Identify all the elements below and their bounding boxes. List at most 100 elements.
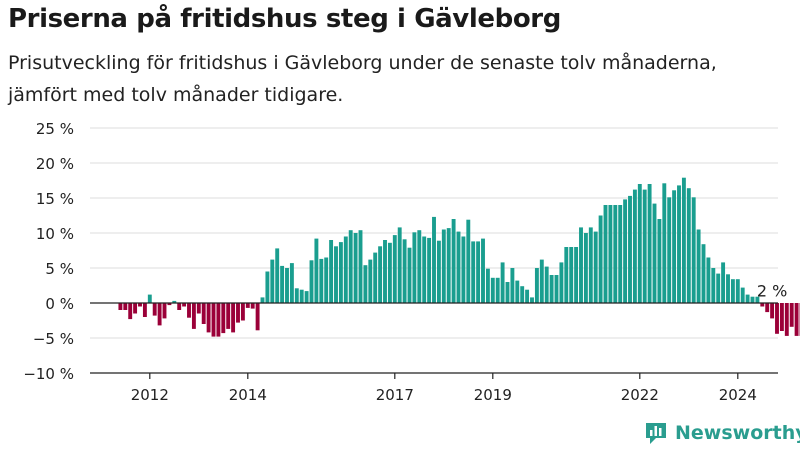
bar [348, 230, 353, 303]
brand-name: Newsworthy [675, 422, 800, 444]
bar [598, 215, 603, 303]
bar [569, 247, 574, 303]
bar [412, 232, 417, 303]
bar [309, 260, 314, 303]
y-tick-label: 0 % [45, 295, 74, 313]
bar [280, 265, 285, 303]
bar [304, 291, 309, 303]
bars [118, 177, 800, 337]
bar [588, 227, 593, 303]
bar [221, 303, 226, 334]
bar [623, 199, 628, 303]
bar [245, 303, 250, 308]
bar [701, 244, 706, 303]
bar [750, 296, 755, 303]
bar [485, 268, 490, 303]
x-tick-label: 2019 [474, 386, 512, 404]
bar [706, 257, 711, 303]
bar [657, 219, 662, 303]
bar [495, 277, 500, 303]
bar [289, 263, 294, 303]
bar [446, 228, 451, 303]
bar [603, 205, 608, 303]
bar [735, 279, 740, 303]
y-tick-label: 20 % [36, 155, 74, 173]
bar [368, 259, 373, 303]
bar [686, 188, 691, 303]
bar [471, 241, 476, 303]
bar [681, 177, 686, 303]
bar [716, 273, 721, 303]
bar [490, 277, 495, 303]
bar [211, 303, 216, 337]
bar [334, 246, 338, 303]
bar [294, 288, 299, 303]
bar [329, 240, 334, 303]
bar [123, 303, 128, 310]
bar [358, 230, 363, 303]
bar [231, 303, 236, 333]
bar [142, 303, 147, 317]
bar [206, 303, 211, 333]
bar [534, 268, 539, 303]
bar [554, 275, 559, 303]
x-tick-label: 2012 [131, 386, 169, 404]
chart-subtitle: Prisutveckling för fritidshus i Gävlebor… [8, 52, 717, 106]
bar [187, 303, 191, 318]
bar [784, 303, 789, 336]
bar [637, 184, 642, 303]
bar [510, 268, 515, 303]
bar [461, 236, 466, 303]
x-tick-label: 2017 [376, 386, 414, 404]
bar [794, 303, 799, 336]
bar [696, 229, 701, 303]
bar [236, 303, 240, 323]
bar [466, 219, 471, 303]
y-tick-label: 15 % [36, 190, 74, 208]
bar [789, 303, 794, 327]
bar [324, 257, 329, 303]
bar [397, 227, 402, 303]
bar [118, 303, 123, 310]
newsworthy-logo: Newsworthy [645, 421, 800, 445]
bar [721, 262, 726, 303]
bar [422, 236, 427, 303]
bar [152, 303, 157, 316]
bar [265, 271, 270, 303]
bar [632, 189, 637, 303]
bar [730, 279, 735, 303]
bar [240, 303, 245, 321]
bar [579, 227, 583, 303]
bar [191, 303, 196, 329]
bar [157, 303, 162, 326]
bar [652, 203, 657, 303]
bar [740, 287, 745, 303]
bar [167, 303, 172, 306]
bar [505, 282, 510, 303]
bar [378, 246, 383, 303]
bar [608, 205, 613, 303]
bar [593, 231, 598, 303]
bar [147, 294, 152, 303]
bar [559, 262, 564, 303]
bar [451, 219, 456, 303]
bar [539, 259, 544, 303]
bar [775, 303, 779, 334]
bar [201, 303, 206, 324]
bar [662, 183, 667, 303]
bar [177, 303, 182, 310]
bar [196, 303, 201, 314]
y-tick-label: −10 % [23, 365, 74, 383]
bar [530, 297, 534, 303]
x-tick-label: 2022 [621, 386, 659, 404]
y-tick-label: −5 % [33, 330, 74, 348]
bar [285, 268, 289, 303]
bar [628, 195, 632, 303]
bar [476, 241, 481, 303]
bar [441, 229, 446, 303]
bar [779, 303, 784, 331]
bar [128, 303, 133, 320]
bar [407, 247, 412, 303]
bar [392, 235, 397, 303]
bar [427, 237, 432, 303]
